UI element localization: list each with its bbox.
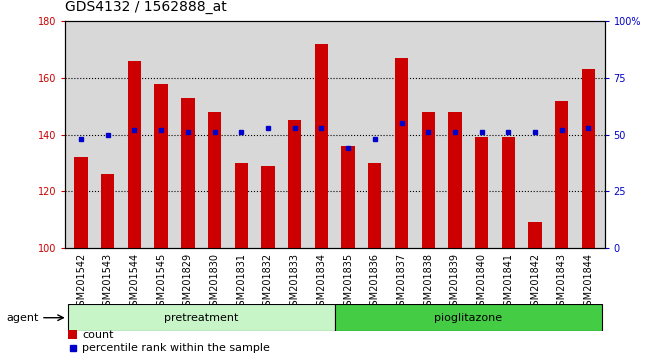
Bar [101, 174, 114, 248]
Bar [155, 84, 168, 248]
Bar [395, 58, 408, 248]
Bar [582, 69, 595, 248]
Bar [74, 157, 88, 248]
Text: percentile rank within the sample: percentile rank within the sample [83, 343, 270, 353]
Bar [288, 120, 302, 248]
Bar [475, 137, 488, 248]
Text: pretreatment: pretreatment [164, 313, 239, 323]
Bar [128, 61, 141, 248]
Bar [528, 222, 541, 248]
Bar [335, 304, 602, 331]
Bar [502, 137, 515, 248]
Bar [208, 112, 221, 248]
Bar [555, 101, 569, 248]
Bar [181, 98, 194, 248]
Bar [68, 330, 77, 339]
Bar [235, 163, 248, 248]
Text: count: count [83, 330, 114, 340]
Bar [341, 146, 355, 248]
Bar [261, 166, 275, 248]
Bar [68, 304, 335, 331]
Text: pioglitazone: pioglitazone [434, 313, 502, 323]
Bar [448, 112, 461, 248]
Bar [315, 44, 328, 248]
Text: GDS4132 / 1562888_at: GDS4132 / 1562888_at [65, 0, 227, 14]
Text: agent: agent [6, 313, 39, 323]
Bar [422, 112, 435, 248]
Bar [368, 163, 382, 248]
